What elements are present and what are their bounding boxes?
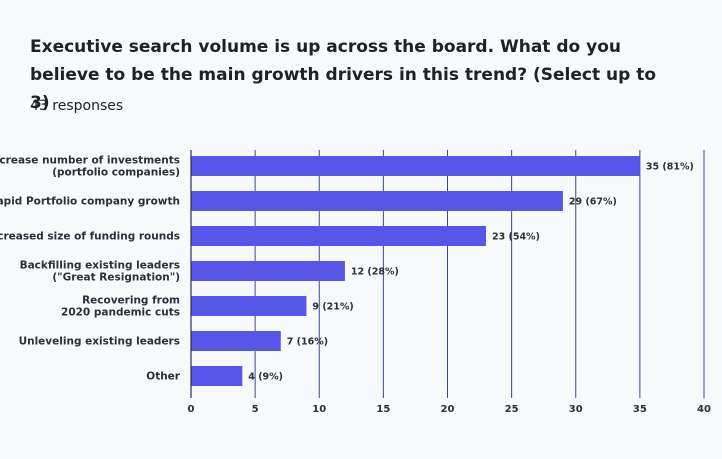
category-label: Unleveling existing leaders [19,336,180,348]
x-tick-label: 25 [505,404,519,415]
bar [191,296,307,316]
x-tick-label: 10 [312,404,326,415]
bar-value-label: 9 (21%) [312,302,353,313]
bar [191,366,243,386]
bar [191,191,563,211]
x-tick-label: 35 [633,404,647,415]
bar-value-label: 12 (28%) [351,267,399,278]
bar-value-label: 4 (9%) [248,372,283,383]
bar [191,331,281,351]
category-label: Increased size of funding rounds [0,231,180,243]
x-tick-label: 15 [376,404,390,415]
bar-value-label: 23 (54%) [492,232,540,243]
category-label: Recovering from [82,295,180,307]
bar-value-label: 7 (16%) [287,337,328,348]
x-tick-label: 5 [252,404,259,415]
bar [191,156,640,176]
category-label: 2020 pandemic cuts [61,307,180,319]
category-label: Other [146,371,181,383]
bar-value-label: 29 (67%) [569,197,617,208]
x-tick-label: 20 [441,404,455,415]
bar [191,261,345,281]
bar-value-label: 35 (81%) [646,162,694,173]
x-tick-label: 30 [569,404,583,415]
category-label: Rapid Portfolio company growth [0,196,180,208]
category-label: (portfolio companies) [52,167,180,179]
response-count: 43 responses [30,98,124,114]
x-tick-label: 0 [188,404,195,415]
category-label: Increase number of investments [0,155,180,167]
question-title: Executive search volume is up across the… [30,37,657,113]
category-label: Backfilling existing leaders [20,260,180,272]
category-label: ("Great Resignation") [52,272,180,284]
x-tick-label: 40 [697,404,711,415]
bar [191,226,486,246]
